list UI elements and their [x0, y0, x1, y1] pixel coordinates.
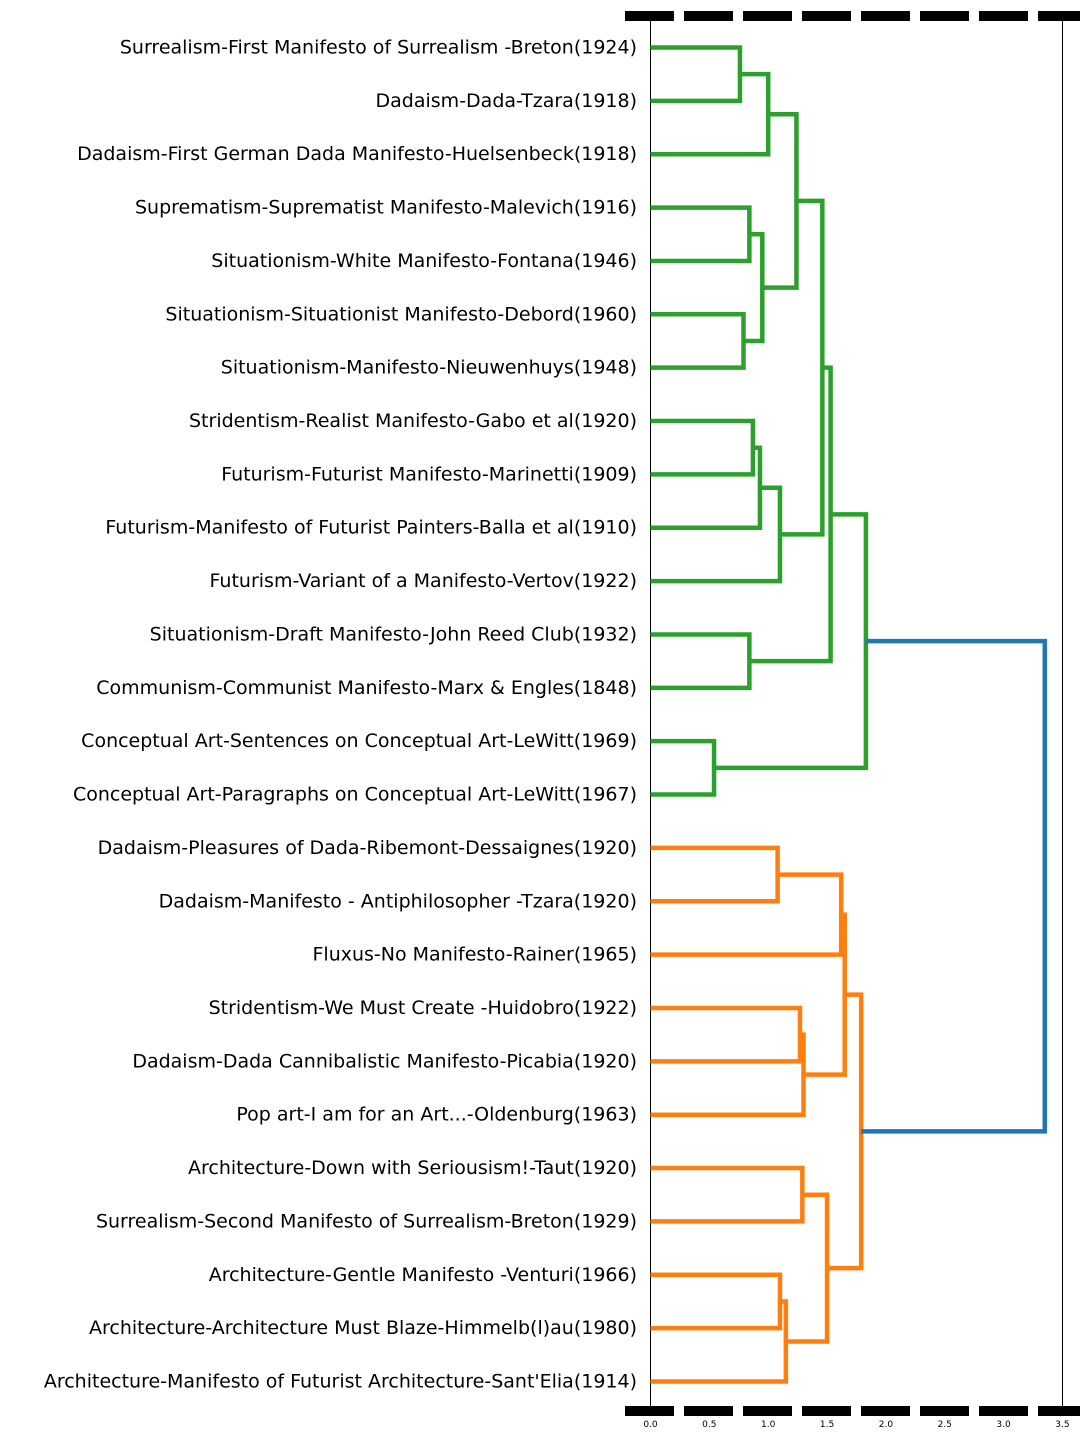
- leaf-label: Communism-Communist Manifesto-Marx & Eng…: [96, 677, 637, 699]
- axis-dash-bottom: [1038, 1406, 1080, 1416]
- leaf-label: Architecture-Gentle Manifesto -Venturi(1…: [209, 1264, 637, 1286]
- x-tick-label: 0.0: [643, 1420, 658, 1430]
- link-g7: [650, 418, 756, 477]
- x-tick-labels: 0.0 0.5 1.0 1.5 2.0 2.5 3.0 3.5: [643, 1420, 1069, 1430]
- leaf-label: Suprematism-Suprematist Manifesto-Malevi…: [135, 197, 637, 219]
- x-tick-label: 0.5: [702, 1420, 716, 1430]
- link-g1: [650, 45, 743, 104]
- link-o7: [650, 1272, 783, 1331]
- link-o2: [650, 872, 844, 957]
- leaf-label: Situationism-Draft Manifesto-John Reed C…: [150, 623, 637, 645]
- leaf-label: Stridentism-Realist Manifesto-Gabo et al…: [189, 410, 637, 432]
- axis-dash-top: [625, 11, 674, 21]
- link-o5: [803, 912, 847, 1077]
- link-g2: [650, 71, 771, 157]
- leaf-label: Conceptual Art-Sentences on Conceptual A…: [81, 730, 637, 752]
- link-g10: [779, 198, 825, 537]
- axis-dash-bottom: [802, 1406, 851, 1416]
- axis-dash-bottom: [979, 1406, 1028, 1416]
- link-r: [861, 638, 1048, 1134]
- leaf-label: Dadaism-Dada-Tzara(1918): [376, 90, 637, 112]
- leaf-label: Situationism-White Manifesto-Fontana(194…: [211, 250, 637, 272]
- x-tick-label: 3.5: [1055, 1420, 1069, 1430]
- leaf-label: Situationism-Manifesto-Nieuwenhuys(1948): [221, 357, 637, 379]
- axis-dash-top: [861, 11, 910, 21]
- link-g11: [650, 632, 752, 691]
- axis-dash-top: [684, 11, 733, 21]
- leaf-label: Futurism-Futurist Manifesto-Marinetti(19…: [221, 463, 637, 485]
- leaf-label: Architecture-Architecture Must Blaze-Him…: [89, 1317, 637, 1339]
- x-tick-label: 3.0: [996, 1420, 1011, 1430]
- x-tick-label: 1.0: [761, 1420, 776, 1430]
- link-g3: [650, 205, 752, 264]
- leaf-label: Dadaism-Dada Cannibalistic Manifesto-Pic…: [132, 1050, 637, 1072]
- dendrogram-links: [650, 45, 1048, 1384]
- axis-dash-bottom: [743, 1406, 792, 1416]
- leaf-label: Architecture-Down with Seriousism!-Taut(…: [188, 1157, 637, 1179]
- leaf-label: Dadaism-Manifesto - Antiphilosopher -Tza…: [159, 890, 637, 912]
- leaf-label: Situationism-Situationist Manifesto-Debo…: [165, 303, 637, 325]
- leaf-label: Stridentism-We Must Create -Huidobro(192…: [209, 997, 637, 1019]
- link-o3: [650, 1005, 803, 1064]
- leaf-label: Surrealism-Second Manifesto of Surrealis…: [96, 1210, 637, 1232]
- link-o8: [650, 1299, 789, 1384]
- axis-dash-bottom: [920, 1406, 969, 1416]
- link-g14: [714, 512, 869, 771]
- link-o1: [650, 845, 780, 904]
- axis-dash-top: [743, 11, 792, 21]
- axis-dash-bars: [625, 11, 1080, 1416]
- link-o6: [650, 1165, 805, 1224]
- x-tick-label: 2.0: [879, 1420, 894, 1430]
- leaf-label: Dadaism-Pleasures of Dada-Ribemont-Dessa…: [98, 837, 637, 859]
- link-o4: [650, 1032, 806, 1117]
- axis-dash-top: [802, 11, 851, 21]
- leaf-label: Fluxus-No Manifesto-Rainer(1965): [312, 944, 637, 966]
- link-o9: [785, 1192, 830, 1344]
- link-g13: [650, 738, 717, 797]
- leaf-label: Conceptual Art-Paragraphs on Conceptual …: [73, 784, 637, 806]
- x-tick-label: 2.5: [938, 1420, 952, 1430]
- link-g8: [650, 445, 763, 530]
- axis-dash-top: [1038, 11, 1080, 21]
- leaf-labels: Surrealism-First Manifesto of Surrealism…: [44, 37, 637, 1393]
- leaf-label: Dadaism-First German Dada Manifesto-Huel…: [77, 143, 637, 165]
- link-g5: [743, 232, 765, 344]
- leaf-label: Architecture-Manifesto of Futurist Archi…: [44, 1371, 637, 1393]
- axis-dash-bottom: [625, 1406, 674, 1416]
- axis-dash-bottom: [684, 1406, 733, 1416]
- leaf-label: Futurism-Variant of a Manifesto-Vertov(1…: [210, 570, 637, 592]
- axis-dash-top: [979, 11, 1028, 21]
- link-g4: [650, 312, 746, 370]
- axis-dash-bottom: [861, 1406, 910, 1416]
- leaf-label: Surrealism-First Manifesto of Surrealism…: [120, 37, 637, 59]
- x-tick-label: 1.5: [820, 1420, 834, 1430]
- axis-dash-top: [920, 11, 969, 21]
- leaf-label: Pop art-I am for an Art...-Oldenburg(196…: [236, 1104, 637, 1126]
- leaf-label: Futurism-Manifesto of Futurist Painters-…: [105, 517, 637, 539]
